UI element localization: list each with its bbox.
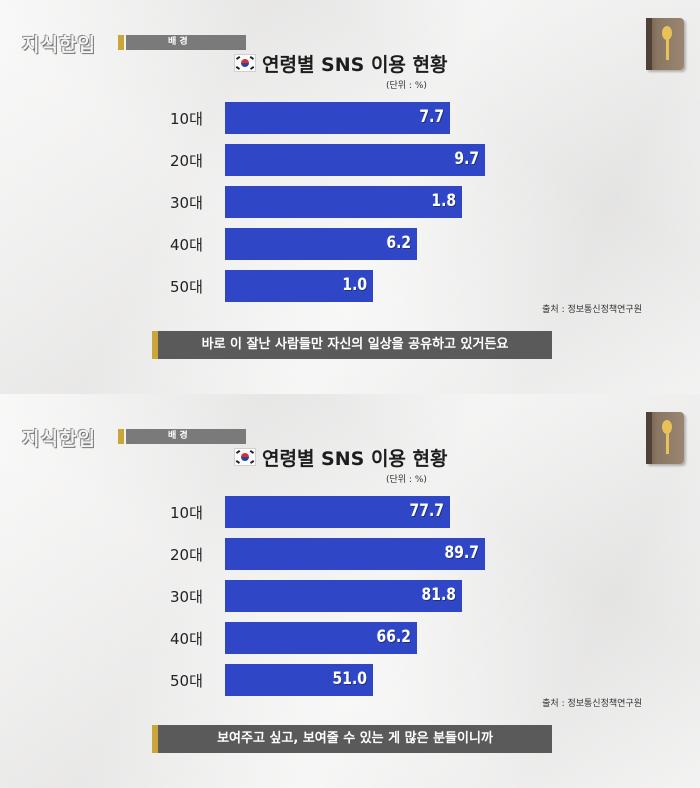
accent-bar — [118, 35, 124, 50]
subtitle-caption: 보여주고 싶고, 보여줄 수 있는 게 많은 분들이니까 — [152, 725, 552, 753]
category-tick-label: 50대 — [170, 672, 203, 690]
category-tick-label: 10대 — [170, 110, 203, 128]
bar-row: 40대 66.2 — [0, 622, 700, 654]
category-label: 배 경 — [126, 35, 246, 50]
subtitle-caption: 바로 이 잘난 사람들만 자신의 일상을 공유하고 있거든요 — [152, 331, 552, 359]
video-frame-top: 지식한입 배 경 연령별 SNS 이용 현황 (단위 : %) 10대 7.7 20… — [0, 0, 700, 394]
korea-flag-icon — [234, 54, 256, 72]
bar-3: 1.8 — [225, 186, 462, 218]
category-tick-label: 30대 — [170, 194, 203, 212]
unit-label: (단위 : %) — [386, 81, 427, 91]
unit-label: (단위 : %) — [386, 475, 427, 485]
bar-row: 40대 6.2 — [0, 228, 700, 260]
bar-value-label: 1.0 — [342, 275, 367, 295]
bar-value-label: 51.0 — [332, 669, 367, 689]
bar-5: 1.0 — [225, 270, 373, 302]
source-label: 출처 : 정보통신정책연구원 — [542, 305, 642, 315]
bar-3: 81.8 — [225, 580, 462, 612]
video-frame-bottom: 지식한입 배 경 연령별 SNS 이용 현황 (단위 : %) 10대 77.7 2… — [0, 394, 700, 788]
bar-4: 6.2 — [225, 228, 417, 260]
chart-title: 연령별 SNS 이용 현황 — [262, 54, 448, 76]
category-tick-label: 50대 — [170, 278, 203, 296]
bar-row: 50대 51.0 — [0, 664, 700, 696]
bar-1: 7.7 — [225, 102, 450, 134]
category-tick-label: 40대 — [170, 236, 203, 254]
bar-row: 30대 1.8 — [0, 186, 700, 218]
bar-row: 20대 9.7 — [0, 144, 700, 176]
bar-row: 10대 7.7 — [0, 102, 700, 134]
bar-1: 77.7 — [225, 496, 450, 528]
bar-2: 89.7 — [225, 538, 485, 570]
bar-value-label: 66.2 — [376, 627, 411, 647]
category-tick-label: 20대 — [170, 546, 203, 564]
channel-logo: 지식한입 — [22, 428, 96, 450]
bar-4: 66.2 — [225, 622, 417, 654]
bar-row: 30대 81.8 — [0, 580, 700, 612]
bar-2: 9.7 — [225, 144, 485, 176]
bar-value-label: 1.8 — [431, 191, 456, 211]
bar-value-label: 7.7 — [419, 107, 444, 127]
bar-value-label: 9.7 — [454, 149, 479, 169]
category-label: 배 경 — [126, 429, 246, 444]
bar-value-label: 89.7 — [444, 543, 479, 563]
chart-title: 연령별 SNS 이용 현황 — [262, 448, 448, 470]
bar-value-label: 77.7 — [409, 501, 444, 521]
bar-value-label: 81.8 — [421, 585, 456, 605]
book-spoon-icon — [646, 18, 684, 70]
bar-value-label: 6.2 — [386, 233, 411, 253]
accent-bar — [118, 429, 124, 444]
category-tick-label: 40대 — [170, 630, 203, 648]
bar-row: 20대 89.7 — [0, 538, 700, 570]
category-tick-label: 20대 — [170, 152, 203, 170]
category-tick-label: 10대 — [170, 504, 203, 522]
bar-row: 10대 77.7 — [0, 496, 700, 528]
bar-5: 51.0 — [225, 664, 373, 696]
source-label: 출처 : 정보통신정책연구원 — [542, 699, 642, 709]
bar-row: 50대 1.0 — [0, 270, 700, 302]
korea-flag-icon — [234, 448, 256, 466]
channel-logo: 지식한입 — [22, 34, 96, 56]
book-spoon-icon — [646, 412, 684, 464]
category-tick-label: 30대 — [170, 588, 203, 606]
